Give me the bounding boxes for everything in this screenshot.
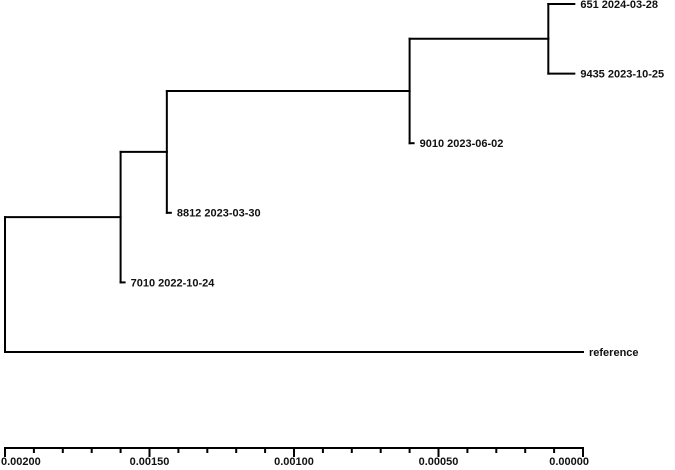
- x-tick-label: 0,00050: [419, 456, 459, 465]
- x-tick-label: 0,00200: [1, 456, 41, 465]
- leaf-label: 651 2024-03-28: [580, 0, 658, 11]
- leaf-label: reference: [589, 347, 639, 359]
- x-tick-label: 0,00000: [549, 456, 589, 465]
- x-tick-label: 0,00100: [274, 456, 314, 465]
- leaf-label: 9010 2023-06-02: [420, 138, 504, 150]
- x-tick-label: 0,00150: [130, 456, 170, 465]
- leaf-label: 7010 2022-10-24: [131, 277, 216, 289]
- leaf-label: 8812 2023-03-30: [177, 208, 261, 220]
- leaf-label: 9435 2023-10-25: [580, 69, 664, 81]
